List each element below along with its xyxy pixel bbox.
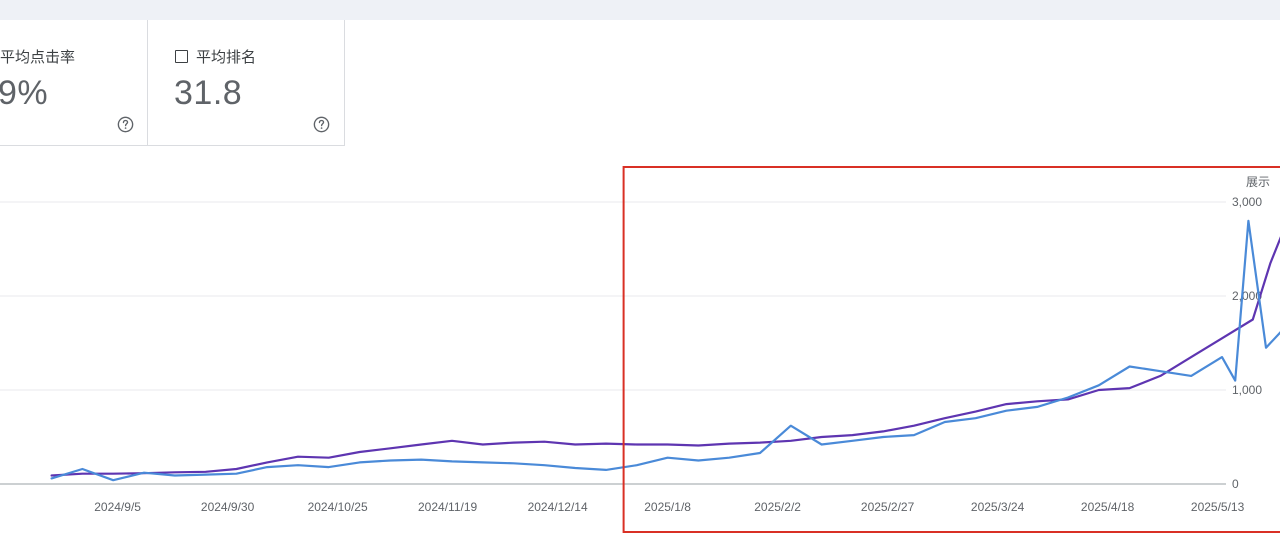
x-tick-label: 2025/1/8 (644, 500, 691, 514)
x-tick-label: 2025/4/18 (1081, 500, 1135, 514)
metric-card-position-header: 平均排名 (175, 46, 256, 67)
x-tick-label: 2024/11/19 (418, 500, 477, 514)
x-tick-label: 2025/2/2 (754, 500, 801, 514)
metric-card-ctr-value: .9% (0, 74, 49, 112)
metric-card-position[interactable]: 平均排名 31.8 (148, 20, 345, 146)
metric-checkbox[interactable] (175, 50, 188, 63)
metric-card-ctr[interactable]: 平均点击率 .9% (0, 20, 148, 146)
metric-card-ctr-header: 平均点击率 (0, 46, 75, 67)
metric-card-position-label: 平均排名 (196, 49, 257, 66)
x-tick-label: 2024/12/14 (528, 500, 588, 514)
y-axis-title: 展示 (1246, 175, 1270, 189)
y-tick-label: 2,000 (1232, 289, 1262, 303)
help-icon[interactable] (117, 116, 134, 133)
x-tick-label: 2025/3/24 (971, 500, 1025, 514)
highlight-box (622, 166, 1280, 533)
series-line-1 (50, 236, 1280, 477)
y-tick-label: 1,000 (1232, 383, 1262, 397)
series-line-2 (50, 219, 1280, 482)
x-tick-label: 2024/10/25 (308, 500, 368, 514)
metric-card-position-value: 31.8 (174, 74, 243, 112)
help-icon[interactable] (313, 116, 330, 133)
x-tick-label: 2024/9/5 (94, 500, 141, 514)
metric-card-ctr-label: 平均点击率 (0, 49, 76, 66)
x-tick-label: 2025/5/13 (1191, 500, 1245, 514)
x-tick-label: 2025/2/27 (861, 500, 915, 514)
x-tick-label: 2024/9/30 (201, 500, 255, 514)
y-tick-label: 3,000 (1232, 195, 1262, 209)
top-bar (0, 0, 1280, 20)
y-tick-label: 0 (1232, 477, 1239, 491)
